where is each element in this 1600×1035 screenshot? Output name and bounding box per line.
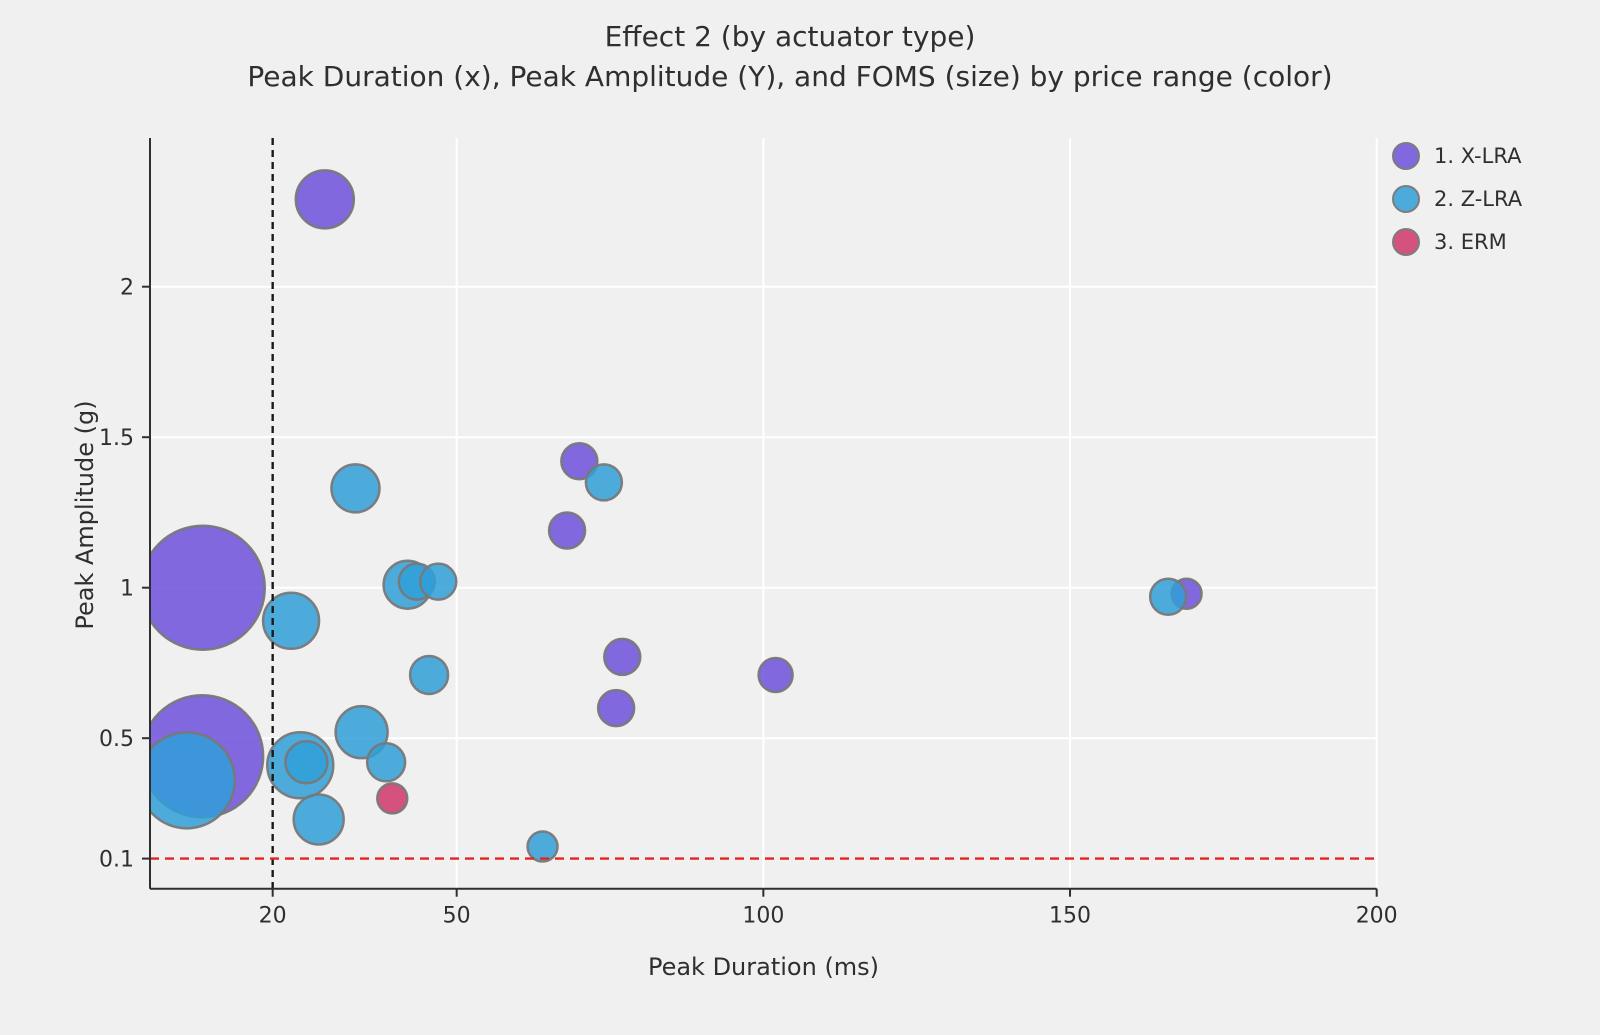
x-tick-label: 200 bbox=[1356, 904, 1398, 929]
x-tick-label: 100 bbox=[742, 904, 784, 929]
x-axis-label: Peak Duration (ms) bbox=[647, 953, 880, 981]
legend-item-x-lra[interactable]: 1. X-LRA bbox=[1392, 142, 1522, 170]
legend-label-erm: 3. ERM bbox=[1434, 230, 1507, 254]
bubble-z-lra[interactable] bbox=[139, 731, 237, 830]
y-axis-label: Peak Amplitude (g) bbox=[71, 400, 99, 630]
bubble-z-lra[interactable] bbox=[1148, 577, 1188, 616]
bubble-z-lra[interactable] bbox=[408, 654, 450, 696]
bubble-x-lra[interactable] bbox=[141, 524, 266, 651]
legend-swatch-z-lra bbox=[1392, 185, 1420, 213]
bubble-z-lra[interactable] bbox=[292, 793, 345, 846]
bubble-z-lra[interactable] bbox=[584, 463, 624, 502]
legend-swatch-erm bbox=[1392, 228, 1420, 256]
bubble-x-lra[interactable] bbox=[757, 656, 794, 694]
y-tick-label: 1.5 bbox=[99, 426, 134, 451]
bubble-x-lra[interactable] bbox=[603, 637, 642, 677]
bubble-x-lra[interactable] bbox=[560, 442, 599, 481]
bubble-z-lra[interactable] bbox=[330, 463, 381, 514]
chart-title: Effect 2 (by actuator type) bbox=[604, 20, 976, 53]
y-tick-label: 0.1 bbox=[99, 848, 134, 873]
legend-swatch-x-lra bbox=[1392, 142, 1420, 170]
legend-label-x-lra: 1. X-LRA bbox=[1434, 144, 1522, 168]
bubble-z-lra[interactable] bbox=[419, 562, 458, 601]
bubble-z-lra[interactable] bbox=[334, 704, 389, 760]
y-tick-label: 0.5 bbox=[99, 727, 134, 752]
x-tick-label: 50 bbox=[443, 904, 471, 929]
bubble-z-lra[interactable] bbox=[526, 830, 559, 863]
legend-item-z-lra[interactable]: 2. Z-LRA bbox=[1392, 185, 1522, 213]
y-tick-label: 2 bbox=[120, 276, 134, 301]
bubble-x-lra[interactable] bbox=[596, 688, 636, 728]
bubble-z-lra[interactable] bbox=[284, 740, 329, 785]
bubble-erm[interactable] bbox=[376, 782, 409, 815]
bubble-x-lra[interactable] bbox=[547, 511, 587, 550]
chart-subtitle: Peak Duration (x), Peak Amplitude (Y), a… bbox=[247, 60, 1333, 93]
y-tick-label: 1 bbox=[120, 577, 134, 602]
legend-item-erm[interactable]: 3. ERM bbox=[1392, 228, 1522, 256]
bubble-z-lra[interactable] bbox=[261, 591, 321, 651]
bubble-x-lra[interactable] bbox=[294, 169, 356, 230]
legend-label-z-lra: 2. Z-LRA bbox=[1434, 187, 1523, 211]
bubble-z-lra[interactable] bbox=[365, 742, 407, 783]
x-tick-label: 150 bbox=[1049, 904, 1091, 929]
x-tick-label: 20 bbox=[259, 904, 287, 929]
legend: 1. X-LRA 2. Z-LRA 3. ERM bbox=[1392, 142, 1522, 271]
